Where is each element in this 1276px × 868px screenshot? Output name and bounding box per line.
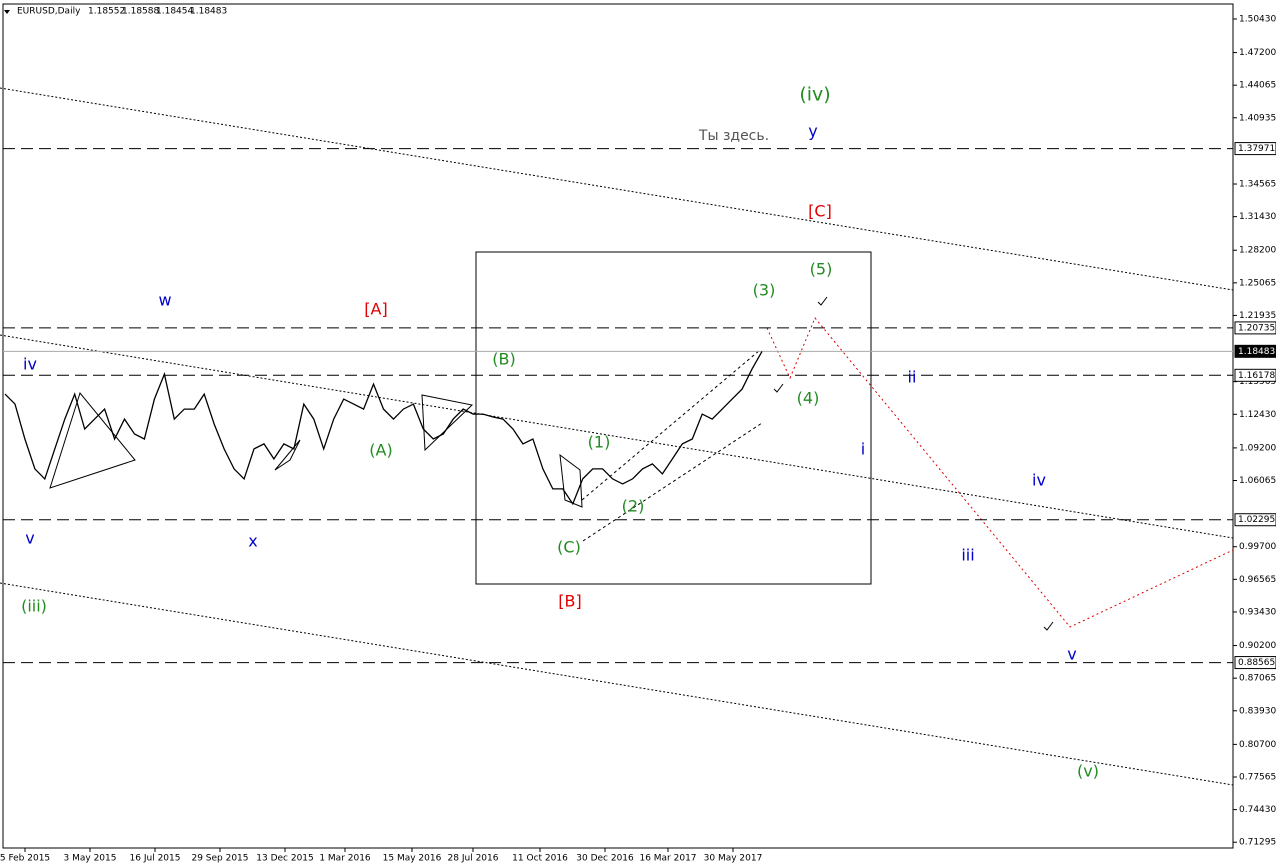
y-tick-label: 1.40935 — [1239, 113, 1276, 123]
trendline — [0, 582, 1234, 786]
y-tick-label: 1.12430 — [1239, 410, 1276, 420]
price-label-box — [1234, 142, 1276, 156]
x-tick-label: 30 Dec 2016 — [576, 854, 634, 864]
trendline — [0, 87, 1234, 291]
price-label: 0.88565 — [1238, 658, 1275, 668]
x-tick-label: 29 Sep 2015 — [191, 854, 248, 864]
wave-label: (3) — [753, 281, 776, 300]
x-tick-label: 11 Oct 2016 — [512, 854, 568, 864]
y-tick-label: 1.44065 — [1239, 81, 1276, 91]
ohlc-value: 1.18552 — [88, 7, 125, 17]
ohlc-value: 1.18454 — [156, 7, 193, 17]
price-label: 1.18483 — [1238, 347, 1275, 357]
wave-label: iv — [1032, 471, 1046, 490]
x-tick-label: 3 May 2015 — [64, 854, 117, 864]
wave-label: ii — [908, 368, 917, 387]
check — [773, 383, 784, 393]
ohlc-value: 1.18483 — [190, 7, 227, 17]
wave-label: v — [1067, 645, 1076, 664]
wave-label: (v) — [1077, 762, 1099, 781]
price-label: 1.16178 — [1238, 371, 1275, 381]
x-tick-label: 16 Mar 2017 — [639, 854, 696, 864]
triangle — [274, 439, 301, 471]
wave-label: Ты здесь. — [698, 128, 769, 144]
wave-label: (iv) — [799, 84, 830, 106]
check — [817, 296, 828, 306]
triangle — [559, 453, 583, 508]
y-tick-label: 1.47200 — [1239, 48, 1276, 58]
y-tick-label: 1.25065 — [1239, 278, 1276, 288]
price-label-box — [1234, 513, 1276, 527]
wave-label: v — [25, 529, 34, 548]
y-tick-label: 1.34565 — [1239, 180, 1276, 190]
y-tick-label: 0.83930 — [1239, 706, 1276, 716]
x-tick-label: 1 Mar 2016 — [319, 854, 371, 864]
wave-label: [B] — [558, 592, 581, 611]
forecast-path — [766, 317, 1234, 628]
x-tick-label: 5 Feb 2015 — [0, 854, 50, 864]
wave-label: iii — [961, 546, 974, 565]
price-label-box — [1234, 368, 1276, 382]
y-tick-label: 0.80700 — [1239, 740, 1276, 750]
price-label-box — [1234, 344, 1276, 358]
ohlc-value: 1.18588 — [122, 7, 159, 17]
wave-label: iv — [23, 355, 37, 374]
wave-label: (5) — [810, 260, 833, 279]
price-label-box — [1234, 321, 1276, 335]
channel-line — [581, 349, 761, 501]
y-tick-label: 0.93430 — [1239, 607, 1276, 617]
plot-frame — [2, 3, 1234, 849]
y-tick-label: 0.71295 — [1239, 838, 1276, 848]
price-line — [4, 351, 763, 506]
wave-label: (2) — [622, 497, 645, 516]
wave-label: x — [248, 532, 257, 551]
y-tick-label: 0.96565 — [1239, 575, 1276, 585]
price-label-box — [1234, 656, 1276, 670]
x-tick-label: 30 May 2017 — [704, 854, 763, 864]
x-tick-label: 13 Dec 2015 — [256, 854, 314, 864]
y-tick-label: 0.87065 — [1239, 674, 1276, 684]
x-tick-label: 16 Jul 2015 — [130, 854, 181, 864]
wave-label: (C) — [557, 538, 581, 557]
wave-label: (iii) — [21, 597, 47, 616]
y-tick-label: 1.31430 — [1239, 212, 1276, 222]
y-tick-label: 1.09200 — [1239, 443, 1276, 453]
y-tick-label: 1.50430 — [1239, 14, 1276, 24]
wave-label: i — [861, 440, 865, 459]
wave-label: (1) — [588, 433, 611, 452]
check — [1043, 621, 1054, 631]
menu-arrow — [4, 10, 10, 14]
price-label: 1.37971 — [1238, 144, 1275, 154]
y-tick-label: 0.99700 — [1239, 542, 1276, 552]
wave-label: (B) — [492, 350, 515, 369]
wave-label: w — [158, 291, 171, 310]
price-label: 1.20735 — [1238, 323, 1275, 333]
x-tick-label: 15 May 2016 — [383, 854, 442, 864]
wave-label: (4) — [797, 389, 820, 408]
y-tick-label: 1.15565 — [1239, 377, 1276, 387]
wave-label: [A] — [364, 300, 387, 319]
y-tick-label: 1.21935 — [1239, 311, 1276, 321]
focus-box — [475, 251, 872, 585]
y-tick-label: 1.28200 — [1239, 246, 1276, 256]
layout-lines — [0, 87, 1234, 786]
wave-label: (A) — [369, 441, 392, 460]
y-tick-label: 0.90200 — [1239, 641, 1276, 651]
wave-label: [C] — [808, 202, 832, 221]
x-tick-label: 28 Jul 2016 — [448, 854, 499, 864]
triangle — [49, 391, 136, 489]
wave-label: y — [808, 122, 817, 141]
triangle — [421, 394, 474, 452]
y-tick-label: 0.77565 — [1239, 772, 1276, 782]
trendline — [0, 334, 1234, 539]
chart-title: EURUSD,Daily — [17, 7, 81, 17]
y-tick-label: 1.06065 — [1239, 476, 1276, 486]
price-label: 1.02295 — [1238, 515, 1275, 525]
y-tick-label: 0.74430 — [1239, 805, 1276, 815]
